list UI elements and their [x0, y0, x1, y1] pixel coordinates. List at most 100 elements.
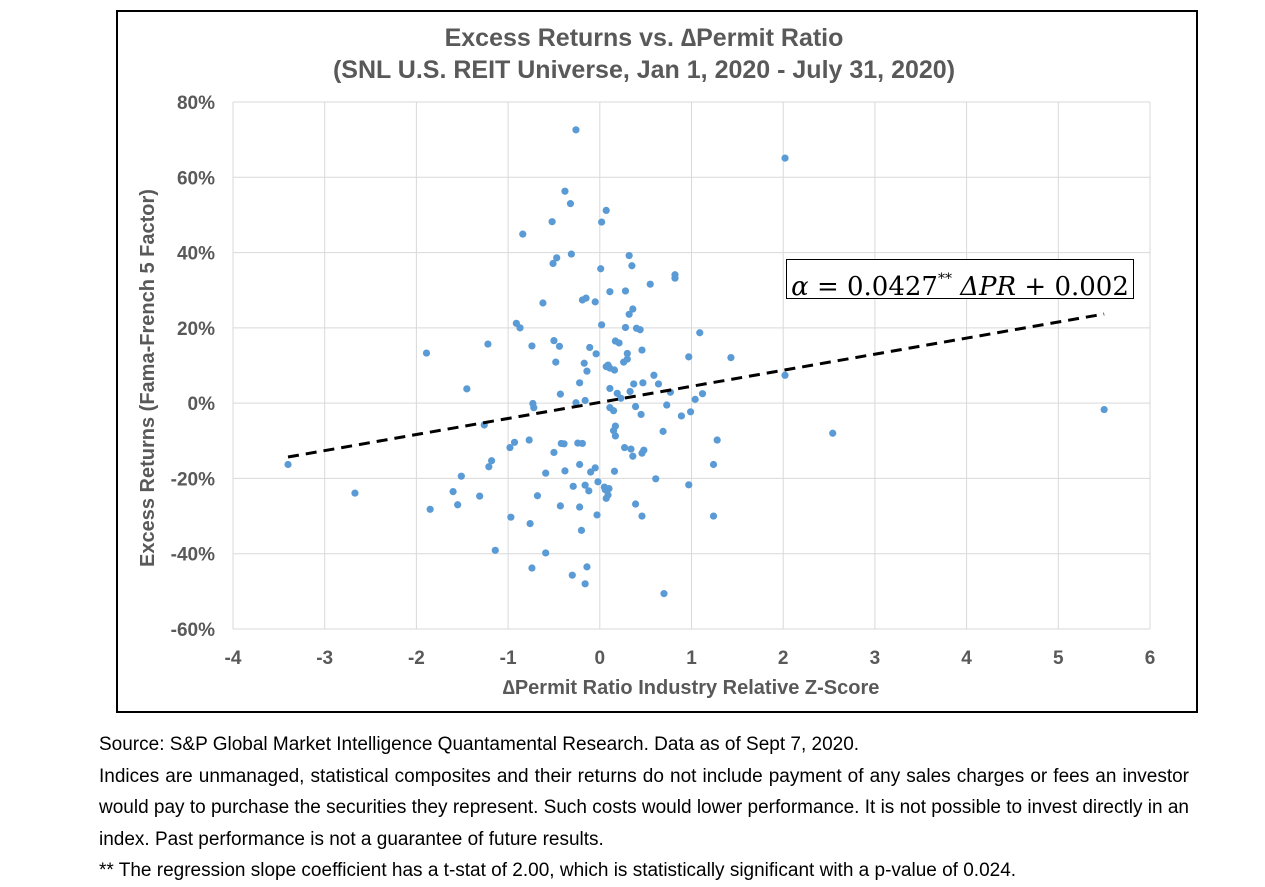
data-point: [629, 452, 637, 460]
data-point: [463, 385, 471, 393]
data-point: [593, 511, 601, 519]
x-tick-label: -4: [225, 648, 242, 669]
x-axis-ticks: -4 -3 -2 -1 0 1 2 3 4 5 6: [225, 648, 1156, 669]
data-point: [591, 464, 599, 472]
data-point: [548, 218, 556, 226]
data-point: [572, 399, 580, 407]
data-point: [613, 389, 621, 397]
y-tick-label: 0%: [188, 394, 216, 415]
y-tick-label: -60%: [171, 620, 215, 641]
equation-constant: 0.002: [1054, 272, 1129, 302]
data-point: [550, 448, 558, 457]
data-point: [626, 387, 634, 396]
data-point: [646, 280, 654, 288]
data-point: [542, 549, 550, 557]
x-axis-label: ∆Permit Ratio Industry Relative Z-Score: [503, 677, 880, 699]
data-point: [685, 481, 693, 489]
data-point: [638, 449, 646, 457]
x-tick-label: 0: [595, 648, 606, 669]
data-point: [627, 445, 635, 453]
data-point: [530, 404, 538, 412]
footnotes: Source: S&P Global Market Intelligence Q…: [99, 729, 1189, 887]
data-point: [567, 250, 575, 258]
data-point: [638, 512, 646, 520]
data-point: [284, 460, 292, 469]
data-point: [549, 259, 557, 268]
chart-title: Excess Returns vs. ∆Permit Ratio: [445, 24, 844, 52]
data-point: [615, 339, 623, 347]
data-point: [581, 580, 589, 588]
chart-subtitle: (SNL U.S. REIT Universe, Jan 1, 2020 - J…: [333, 56, 955, 84]
data-point: [585, 487, 593, 495]
data-point: [528, 342, 536, 350]
data-point: [583, 563, 591, 571]
data-point: [638, 346, 646, 354]
data-point: [557, 439, 565, 448]
x-tick-label: 5: [1053, 648, 1064, 669]
data-point: [552, 358, 560, 366]
data-point: [625, 251, 633, 260]
data-point: [426, 505, 434, 513]
data-point: [685, 353, 693, 361]
data-point: [578, 296, 586, 304]
data-point: [539, 299, 547, 307]
data-point: [677, 412, 686, 420]
data-point: [572, 126, 580, 134]
data-point: [1100, 405, 1108, 414]
data-point: [507, 513, 515, 521]
y-tick-label: -40%: [171, 545, 215, 566]
significance-marker: **: [937, 271, 952, 287]
data-point: [519, 230, 527, 238]
y-tick-label: -20%: [171, 469, 215, 490]
scatter-chart: Excess Returns vs. ∆Permit Ratio (SNL U.…: [137, 24, 1156, 699]
chart-frame: Excess Returns vs. ∆Permit Ratio (SNL U.…: [116, 10, 1198, 713]
data-point: [476, 492, 484, 500]
x-tick-label: 6: [1145, 648, 1156, 669]
data-point: [528, 564, 536, 572]
data-point: [422, 349, 431, 357]
data-point: [650, 371, 658, 379]
data-point: [620, 358, 628, 366]
data-point: [696, 329, 704, 337]
grid: [232, 101, 1151, 630]
data-point: [617, 394, 625, 402]
data-point: [625, 310, 633, 318]
data-point: [654, 380, 663, 388]
data-point: [578, 439, 586, 448]
data-point: [591, 298, 599, 306]
data-point: [727, 353, 735, 362]
data-point: [542, 469, 550, 477]
data-point: [556, 502, 564, 510]
data-point: [491, 546, 499, 554]
data-point: [610, 366, 619, 374]
data-point: [623, 349, 631, 358]
data-point: [454, 501, 462, 509]
data-point: [709, 460, 718, 469]
data-point: [581, 396, 589, 405]
data-point: [597, 265, 605, 273]
data-point: [606, 288, 614, 296]
data-point: [550, 337, 558, 345]
data-point: [829, 429, 837, 437]
data-point: [637, 410, 645, 419]
data-point: [663, 401, 671, 409]
data-point: [609, 407, 618, 415]
data-point: [581, 481, 589, 489]
x-tick-label: -2: [408, 648, 425, 669]
data-point: [631, 402, 640, 411]
equation-coefficient: 0.0427: [847, 272, 938, 302]
data-point: [533, 492, 542, 500]
data-point: [351, 489, 359, 497]
x-tick-label: 1: [686, 648, 697, 669]
data-point: [586, 343, 594, 352]
data-point: [561, 187, 569, 195]
data-point: [631, 500, 640, 508]
x-tick-label: 3: [870, 648, 881, 669]
y-tick-label: 20%: [177, 319, 215, 340]
data-point: [449, 488, 457, 496]
equation-plus: +: [1024, 272, 1047, 302]
x-tick-label: -1: [500, 648, 517, 669]
equation-lhs: α: [791, 272, 809, 302]
data-point: [576, 379, 584, 387]
data-point: [566, 200, 575, 208]
